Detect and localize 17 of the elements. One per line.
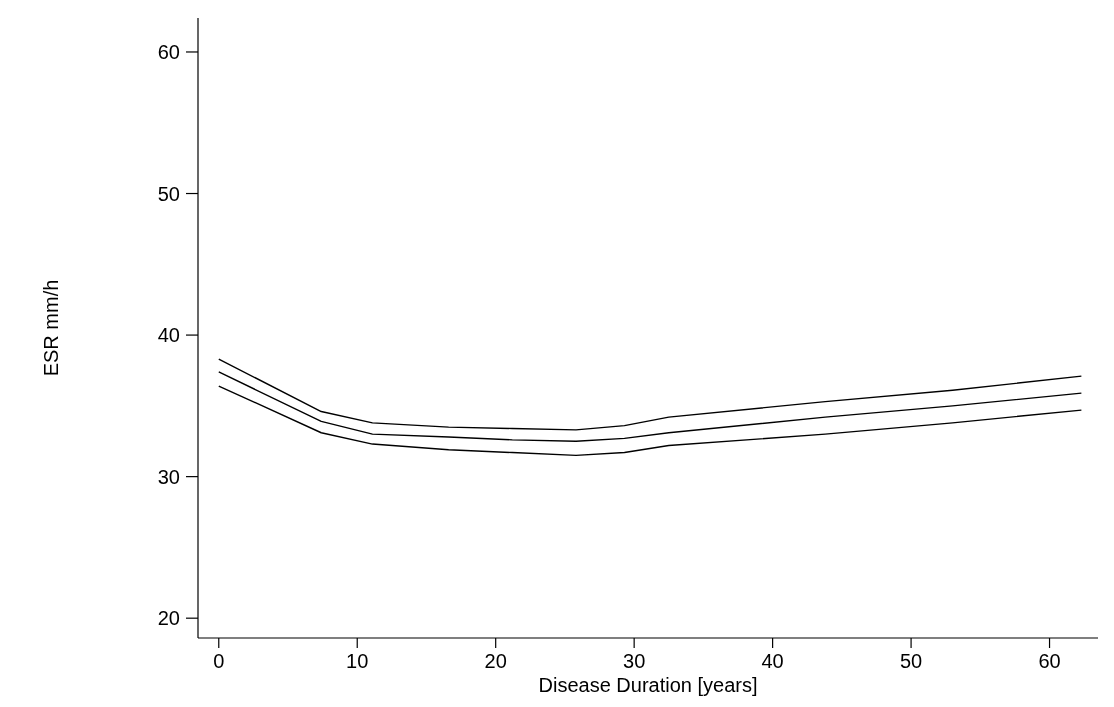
line-series — [218, 358, 1083, 431]
x-tick-label: 60 — [1038, 650, 1061, 672]
x-tick-label: 0 — [213, 650, 225, 672]
x-tick-label: 40 — [761, 650, 784, 672]
y-tick-label: 60 — [157, 40, 180, 63]
x-tick-label: 30 — [623, 650, 646, 672]
x-tick-label: 10 — [346, 650, 369, 672]
y-tick-label: 30 — [157, 465, 180, 488]
y-tick-label: 50 — [157, 182, 180, 205]
line-series — [218, 385, 1083, 457]
y-axis-title: ESR mm/h — [40, 279, 62, 377]
y-tick-label: 40 — [157, 324, 180, 347]
line-series — [218, 371, 1083, 442]
x-axis-title: Disease Duration [years] — [538, 674, 758, 696]
x-tick-label: 50 — [899, 650, 923, 672]
x-tick-label: 20 — [484, 650, 507, 672]
y-tick-label: 20 — [157, 607, 180, 630]
